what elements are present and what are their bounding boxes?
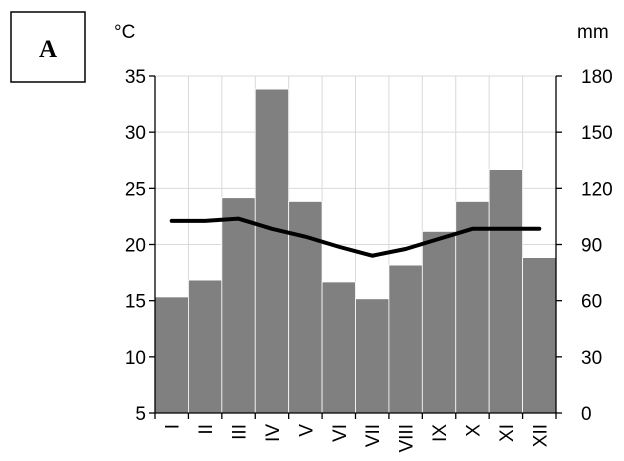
right-axis-tick-labels: 0 30 60 90 120 150 180 — [581, 67, 613, 425]
precip-bar-X — [455, 201, 490, 414]
month-label-X: X — [463, 424, 484, 437]
precip-bar-VII — [355, 298, 390, 414]
month-label-VIII: VIII — [397, 424, 418, 453]
month-label-VI: VI — [330, 424, 351, 442]
temperature-line — [169, 216, 542, 258]
right-tick-label: 120 — [581, 179, 613, 200]
precip-bar-I — [154, 296, 189, 414]
month-label-III: III — [230, 424, 251, 440]
left-tick-label: 30 — [125, 123, 146, 144]
right-tick-label: 180 — [581, 67, 613, 88]
x-axis-tick-labels: I II III IV V VI VII VIII IX X XI XII — [163, 424, 552, 453]
right-axis-unit: mm — [577, 22, 609, 43]
month-label-IX: IX — [430, 424, 451, 442]
precip-bar-XII — [522, 257, 557, 414]
right-tick-label: 150 — [581, 123, 613, 144]
left-axis-tick-labels: 5 10 15 20 25 30 35 — [125, 67, 146, 425]
temperature-polyline — [169, 216, 542, 258]
left-tick-label: 5 — [135, 404, 146, 425]
panel-label: A — [39, 36, 57, 63]
left-tick-label: 15 — [125, 292, 146, 313]
precip-bar-IX — [421, 230, 457, 414]
axes — [149, 75, 562, 419]
right-tick-label: 30 — [581, 348, 602, 369]
left-axis-unit: °C — [114, 22, 135, 43]
month-label-XII: XII — [530, 424, 551, 447]
precipitation-bars — [154, 88, 557, 414]
month-label-II: II — [196, 424, 217, 435]
precip-bar-III — [221, 197, 256, 414]
month-label-V: V — [296, 424, 317, 437]
precip-bar-XI — [488, 169, 523, 414]
month-label-IV: IV — [263, 424, 284, 442]
month-label-I: I — [163, 424, 184, 429]
precip-bar-VIII — [388, 264, 423, 414]
left-tick-label: 20 — [125, 236, 146, 257]
right-tick-label: 60 — [581, 292, 602, 313]
panel-label-box — [10, 11, 86, 83]
month-label-XI: XI — [497, 424, 518, 442]
left-tick-label: 10 — [125, 348, 146, 369]
month-label-VII: VII — [363, 424, 384, 447]
precip-bar-VI — [321, 281, 356, 414]
precip-bar-IV — [254, 88, 290, 414]
left-tick-label: 35 — [125, 67, 146, 88]
right-tick-label: 0 — [581, 404, 592, 425]
right-tick-label: 90 — [581, 236, 602, 257]
precip-bar-II — [188, 279, 223, 414]
left-tick-label: 25 — [125, 179, 146, 200]
